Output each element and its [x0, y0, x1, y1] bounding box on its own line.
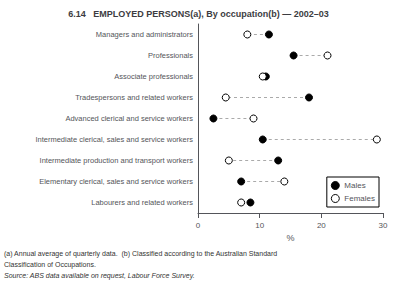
svg-text:Tradespersons and related work: Tradespersons and related workers	[75, 93, 193, 102]
svg-text:Males: Males	[344, 181, 365, 190]
svg-text:%: %	[286, 233, 294, 243]
svg-text:Classification of Occupations.: Classification of Occupations.	[4, 261, 96, 269]
svg-text:Females: Females	[344, 194, 375, 203]
svg-text:Source: ABS data available on: Source: ABS data available on request, L…	[4, 272, 195, 280]
svg-text:20: 20	[317, 221, 326, 230]
svg-text:Associate professionals: Associate professionals	[114, 72, 193, 81]
svg-text:Intermediate clerical, sales a: Intermediate clerical, sales and service…	[35, 135, 193, 144]
svg-text:6.14 EMPLOYED PERSONS(a), By: 6.14 EMPLOYED PERSONS(a), By occupation(…	[68, 9, 329, 19]
svg-text:(a) Annual average of quarterl: (a) Annual average of quarterly data. (b…	[4, 250, 277, 258]
svg-text:Elementary clerical, sales and: Elementary clerical, sales and service w…	[39, 177, 193, 186]
svg-text:0: 0	[196, 221, 201, 230]
svg-text:Professionals: Professionals	[148, 51, 193, 60]
svg-text:10: 10	[255, 221, 264, 230]
svg-text:Labourers and related workers: Labourers and related workers	[91, 198, 193, 207]
svg-text:Intermediate production and tr: Intermediate production and transport wo…	[40, 156, 194, 165]
svg-text:Advanced clerical and service: Advanced clerical and service workers	[65, 114, 193, 123]
svg-text:30: 30	[379, 221, 388, 230]
svg-text:Managers and administrators: Managers and administrators	[96, 30, 193, 39]
